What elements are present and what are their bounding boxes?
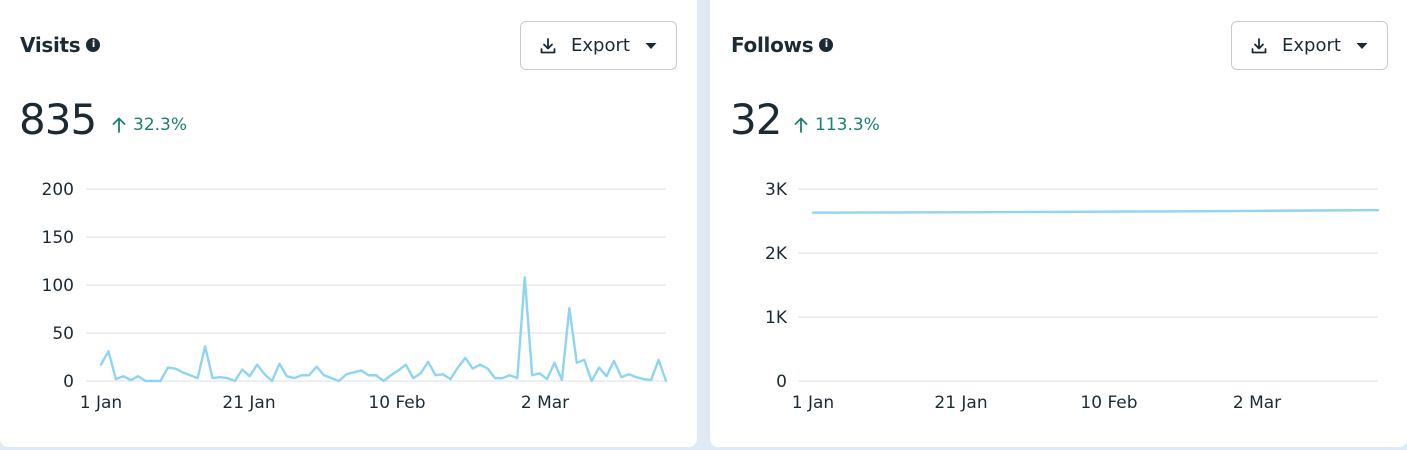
visits-change: 32.3% [112, 115, 187, 135]
follows-x-tick-label: 1 Jan [792, 393, 834, 413]
follows-change-value: 113.3% [815, 115, 880, 135]
follows-title-group: Follows i [731, 33, 834, 57]
download-icon [540, 37, 556, 53]
follows-y-tick-label: 2K [765, 244, 788, 264]
follows-total: 32 [730, 95, 782, 144]
visits-title: Visits [20, 33, 81, 57]
follows-x-tick-label: 10 Feb [1080, 393, 1137, 413]
follows-x-tick-label: 21 Jan [934, 393, 987, 413]
visits-y-tick-label: 0 [63, 372, 74, 392]
arrow-up-icon [794, 117, 808, 133]
follows-y-tick-label: 0 [776, 372, 787, 392]
arrow-up-icon [112, 117, 126, 133]
visits-x-tick-label: 2 Mar [521, 393, 569, 413]
follows-title: Follows [731, 33, 814, 57]
visits-x-tick-label: 1 Jan [80, 393, 122, 413]
visits-export-label: Export [571, 35, 630, 56]
info-icon[interactable]: i [819, 38, 834, 52]
visits-y-tick-label: 50 [52, 324, 74, 344]
visits-total: 835 [19, 95, 97, 144]
visits-line-chart: 0 50 100 150 200 1 Jan 21 Jan 10 Feb 2 Mar [42, 180, 668, 413]
visits-y-tick-label: 200 [42, 180, 74, 200]
visits-series-line [99, 276, 668, 383]
follows-y-tick-label: 1K [765, 308, 788, 328]
visits-title-group: Visits i [20, 33, 101, 57]
info-icon[interactable]: i [86, 38, 101, 52]
caret-down-icon [645, 42, 657, 49]
follows-change: 113.3% [794, 115, 880, 135]
visits-y-tick-label: 150 [42, 228, 74, 248]
follows-y-tick-label: 3K [765, 180, 788, 200]
visits-change-value: 32.3% [133, 115, 188, 135]
follows-export-label: Export [1282, 35, 1341, 56]
follows-x-tick-label: 2 Mar [1233, 393, 1281, 413]
download-icon [1251, 37, 1267, 53]
visits-x-tick-label: 21 Jan [222, 393, 275, 413]
visits-x-tick-label: 10 Feb [368, 393, 425, 413]
caret-down-icon [1356, 42, 1368, 49]
follows-export-button[interactable]: Export [1231, 21, 1388, 70]
visits-y-tick-label: 100 [42, 276, 74, 296]
visits-card: Visits i Export 835 32.3% 0 50 100 150 200 1 … [0, 0, 697, 447]
follows-series-line [811, 208, 1380, 214]
follows-card: Follows i Export 32 113.3% 0 1K 2K 3K 1 Jan 2… [710, 0, 1407, 447]
visits-export-button[interactable]: Export [520, 21, 677, 70]
